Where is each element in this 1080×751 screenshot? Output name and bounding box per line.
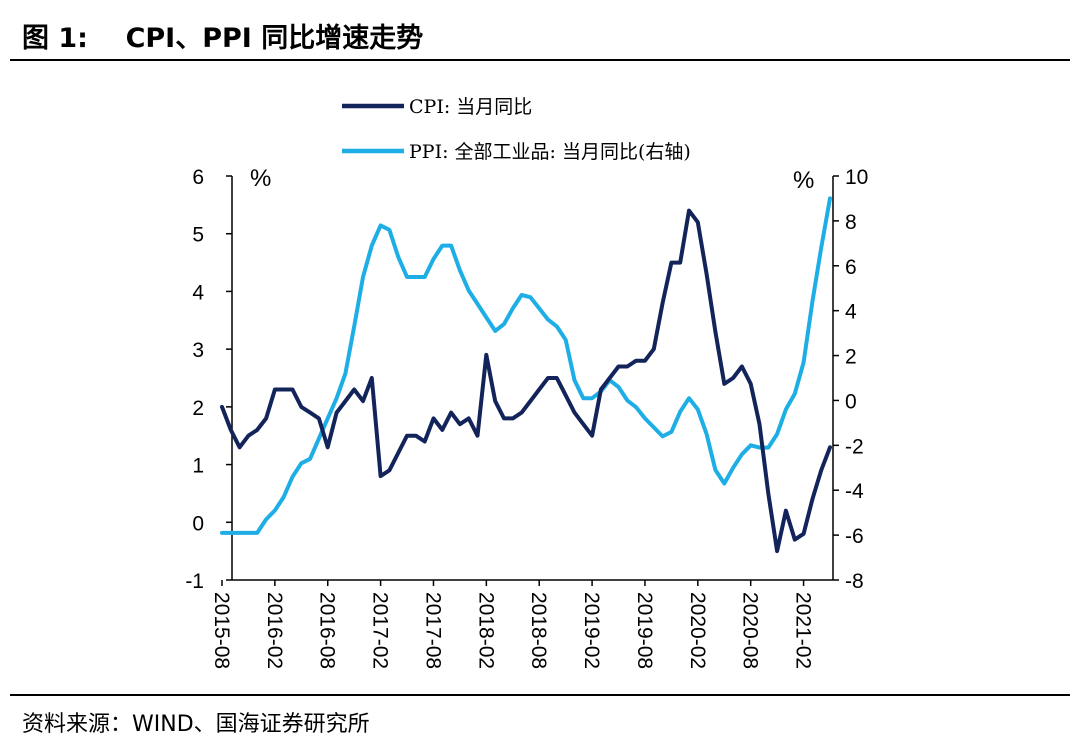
- left-tick-label: 6: [192, 166, 204, 189]
- figure-title: 图 1: CPI、PPI 同比增速走势: [22, 23, 424, 54]
- x-axis-ticks: 2015-08 2016-02 2016-08 2017-02 2017-08 2018-…: [210, 580, 815, 669]
- right-tick-label: 10: [845, 166, 868, 189]
- right-tick-label: -8: [845, 570, 864, 593]
- ppi-series-line: [220, 196, 832, 535]
- left-tick-label: 2: [192, 397, 204, 420]
- x-tick-label: 2018-02: [474, 592, 497, 669]
- right-tick-label: 0: [845, 390, 857, 413]
- bottom-divider: [10, 694, 1070, 696]
- x-tick-label: 2020-02: [686, 592, 709, 669]
- x-tick-label: 2017-02: [369, 592, 392, 669]
- x-tick-label: 2015-08: [210, 592, 233, 669]
- x-tick-label: 2020-08: [739, 592, 762, 669]
- left-unit-label: %: [250, 165, 271, 192]
- left-tick-label: 1: [192, 455, 204, 478]
- right-tick-label: 2: [845, 346, 857, 369]
- left-tick-label: 4: [192, 281, 204, 304]
- left-tick-label: 0: [192, 512, 204, 535]
- series-lines: [220, 196, 832, 554]
- left-tick-label: -1: [185, 570, 204, 593]
- x-tick-label: 2019-08: [633, 592, 656, 669]
- right-tick-label: 4: [845, 301, 857, 324]
- x-tick-label: 2017-08: [421, 592, 444, 669]
- right-tick-label: -6: [845, 525, 864, 548]
- legend-label-ppi: PPI: 全部工业品: 当月同比(右轴): [409, 141, 691, 163]
- x-tick-label: 2016-08: [316, 592, 339, 669]
- top-divider: [10, 59, 1070, 61]
- right-tick-label: 6: [845, 256, 857, 279]
- source-note: 资料来源：WIND、国海证券研究所: [22, 712, 370, 737]
- x-tick-label: 2021-02: [792, 592, 815, 669]
- x-tick-label: 2019-02: [580, 592, 603, 669]
- right-axis-ticks: 10 8 6 4 2 0 -2 -4 -6 -8: [833, 166, 868, 593]
- legend-label-cpi: CPI: 当月同比: [409, 96, 532, 118]
- right-unit-label: %: [793, 167, 814, 194]
- right-tick-label: -4: [845, 480, 864, 503]
- right-tick-label: -2: [845, 435, 864, 458]
- x-tick-label: 2016-02: [263, 592, 286, 669]
- left-tick-label: 5: [192, 224, 204, 247]
- left-axis-ticks: 6 5 4 3 2 1 0 -1: [185, 166, 232, 593]
- legend: CPI: 当月同比 PPI: 全部工业品: 当月同比(右轴): [342, 96, 691, 163]
- left-tick-label: 3: [192, 339, 204, 362]
- cpi-series-line: [220, 208, 832, 554]
- right-tick-label: 8: [845, 211, 857, 234]
- x-tick-label: 2018-08: [527, 592, 550, 669]
